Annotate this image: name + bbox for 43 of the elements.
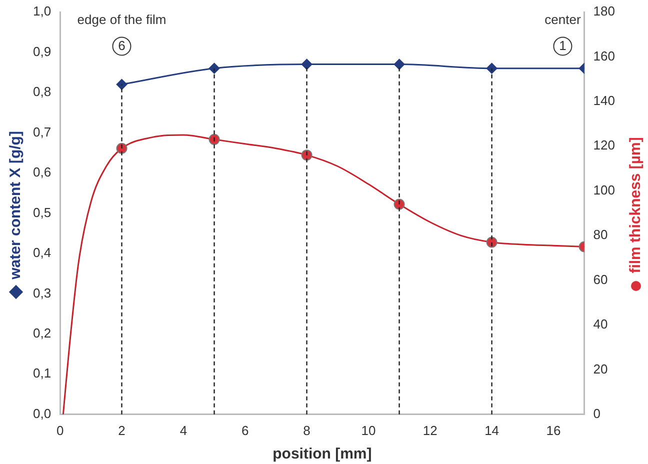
point xyxy=(116,78,128,90)
y-tick-label: 0,5 xyxy=(32,204,52,220)
x-axis-title: position [mm] xyxy=(272,446,372,463)
y2-tick-label: 0 xyxy=(593,406,601,421)
y2-tick-label: 40 xyxy=(593,316,608,332)
point xyxy=(486,62,498,74)
y-tick-label: 0,4 xyxy=(32,245,52,260)
y2-tick-label: 100 xyxy=(593,182,616,198)
y2-tick-label: 180 xyxy=(593,4,616,19)
x-tick-label: 0 xyxy=(56,422,64,438)
y-tick-label: 0,6 xyxy=(32,164,52,180)
y-tick-label: 0,8 xyxy=(32,84,52,100)
point xyxy=(301,58,312,70)
y-tick-label: 1,0 xyxy=(32,4,52,19)
x-tick-label: 6 xyxy=(241,422,249,438)
y-tick-label: 0,0 xyxy=(32,406,52,421)
y-tick-label: 0,2 xyxy=(32,326,52,340)
point xyxy=(394,58,405,70)
y2-axis-title: film thickness [µm] xyxy=(627,137,644,274)
y2-tick-label: 160 xyxy=(593,48,616,64)
x-tick-label: 2 xyxy=(118,422,126,438)
x-tick-label: 12 xyxy=(422,422,438,438)
annotation: center xyxy=(544,12,582,27)
annotation: edge of the film xyxy=(77,12,166,27)
annotation: 1 xyxy=(559,38,566,53)
y2-tick-label: 60 xyxy=(593,272,608,287)
y-tick-label: 0,1 xyxy=(32,366,52,381)
x-tick-label: 16 xyxy=(546,422,561,438)
y2-tick-label: 140 xyxy=(593,93,616,108)
y2-tick-label: 20 xyxy=(593,361,608,376)
point xyxy=(208,62,220,74)
y-tick-label: 0,3 xyxy=(32,285,52,300)
annotation: 6 xyxy=(118,38,126,53)
point xyxy=(208,134,220,145)
y2-tick-label: 80 xyxy=(593,227,608,242)
x-tick-label: 14 xyxy=(484,422,500,438)
x-tick-label: 4 xyxy=(180,422,188,438)
y-axis-title: water content X [g/g] xyxy=(7,131,24,280)
y-tick-label: 0,9 xyxy=(32,44,52,59)
x-tick-label: 8 xyxy=(303,422,310,438)
y2-tick-label: 120 xyxy=(593,138,616,153)
x-tick-label: 10 xyxy=(361,422,376,438)
y-tick-label: 0,7 xyxy=(32,124,52,140)
